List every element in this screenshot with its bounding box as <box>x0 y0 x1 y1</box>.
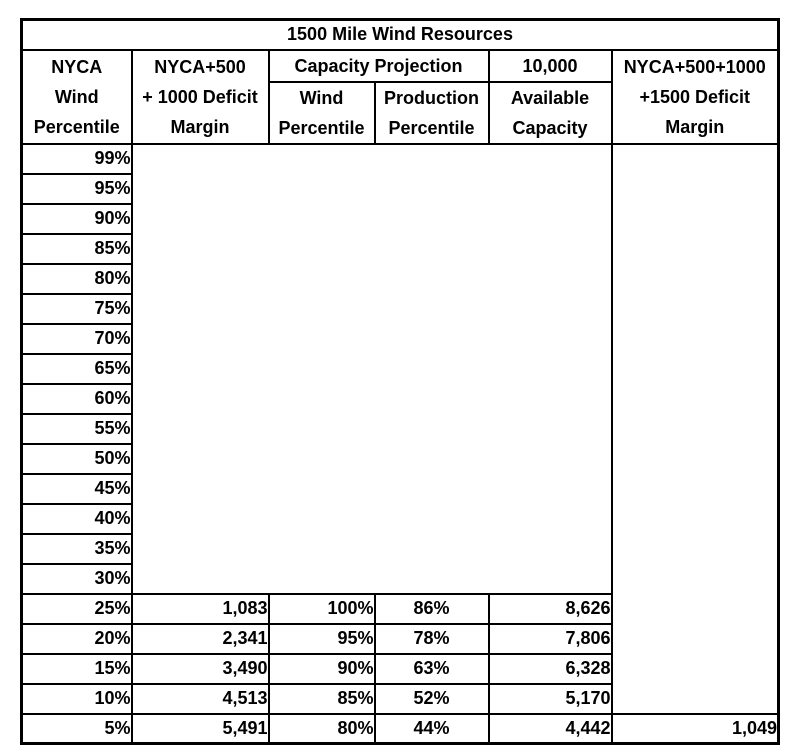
row-header-percentile: 65% <box>20 352 133 385</box>
header-nyca500-1000-1500-deficit-margin: NYCA+500+1000 +1500 Deficit Margin <box>610 48 780 145</box>
cell-wind-percentile: 90% <box>267 652 376 685</box>
table-body: 99% 95% 90% 85% 80% 75% 70% 65% 60% 55% 50% 45% 40% 3… <box>20 142 780 745</box>
row-header-percentile: 20% <box>20 622 133 655</box>
header-line: + 1000 Deficit <box>142 86 258 107</box>
header-line: NYCA+500+1000 <box>623 56 766 77</box>
header-line: Percentile <box>388 117 475 138</box>
cell-deficit-margin: 4,513 <box>130 682 270 715</box>
row-header-percentile: 40% <box>20 502 133 535</box>
cell-deficit-margin: 3,490 <box>130 652 270 685</box>
table-row: 90% <box>20 202 779 235</box>
cell-available-capacity: 8,626 <box>487 592 613 625</box>
table-row: 60% <box>20 382 779 415</box>
table-row: 30% <box>20 562 779 595</box>
row-header-percentile: 55% <box>20 412 133 445</box>
header-available-capacity-value: 10,000 <box>487 48 613 83</box>
table-row: 80% <box>20 262 779 295</box>
header-production-percentile: Production Percentile <box>373 80 490 145</box>
header-line: Capacity Projection <box>294 55 463 76</box>
table-row: 50% <box>20 442 779 475</box>
table-row: 40% <box>20 502 779 535</box>
header-line: Wind <box>54 86 99 107</box>
row-header-percentile: 99% <box>20 142 133 175</box>
header-line: Margin <box>170 116 230 137</box>
row-header-percentile: 30% <box>20 562 133 595</box>
cell-production-percentile: 78% <box>373 622 490 655</box>
row-header-percentile: 25% <box>20 592 133 625</box>
row-header-percentile: 85% <box>20 232 133 265</box>
table-row: 65% <box>20 352 779 385</box>
table-title-row: 1500 Mile Wind Resources <box>20 18 780 51</box>
row-header-percentile: 35% <box>20 532 133 565</box>
header-available-capacity: Available Capacity <box>487 80 613 145</box>
header-row-1: NYCA Wind Percentile NYCA+500 + 1000 Def… <box>20 48 780 145</box>
cell-production-percentile: 86% <box>373 592 490 625</box>
row-header-percentile: 80% <box>20 262 133 295</box>
table-header: 1500 Mile Wind Resources NYCA Wind Perce… <box>20 18 780 145</box>
header-line: NYCA+500 <box>154 56 246 77</box>
cell-wind-percentile: 85% <box>267 682 376 715</box>
row-header-percentile: 75% <box>20 292 133 325</box>
header-row-2: Wind Percentile Production Percentile Av… <box>22 80 779 145</box>
cell-deficit-margin: 2,341 <box>130 622 270 655</box>
header-nyca-wind-percentile: NYCA Wind Percentile <box>20 48 133 145</box>
table-row: 20% 2,341 95% 78% 7,806 <box>20 622 779 655</box>
row-header-percentile: 45% <box>20 472 133 505</box>
cell-available-capacity: 4,442 <box>487 712 613 745</box>
cell-production-percentile: 63% <box>373 652 490 685</box>
table-row: 55% <box>20 412 779 445</box>
cell-wind-percentile: 95% <box>267 622 376 655</box>
cell-production-percentile: 44% <box>373 712 490 745</box>
header-line: Percentile <box>278 117 365 138</box>
cell-available-capacity: 5,170 <box>487 682 613 715</box>
empty-region-main <box>130 142 613 595</box>
table-row: 70% <box>20 322 779 355</box>
header-line: Capacity <box>512 117 588 138</box>
table-row: 5% 5,491 80% 44% 4,442 1,049 <box>20 712 780 745</box>
header-line: 10,000 <box>522 55 578 76</box>
cell-deficit-margin-1500: 1,049 <box>610 712 780 745</box>
header-line: Available <box>510 87 590 108</box>
cell-available-capacity: 7,806 <box>487 622 613 655</box>
row-header-percentile: 95% <box>20 172 133 205</box>
header-line: Margin <box>665 116 725 137</box>
cell-available-capacity: 6,328 <box>487 652 613 685</box>
row-header-percentile: 10% <box>20 682 133 715</box>
table-row: 10% 4,513 85% 52% 5,170 <box>20 682 779 715</box>
header-capacity-projection: Capacity Projection <box>267 48 490 83</box>
row-header-percentile: 5% <box>20 712 133 745</box>
header-wind-percentile: Wind Percentile <box>267 80 376 145</box>
row-header-percentile: 90% <box>20 202 133 235</box>
header-line: NYCA <box>51 56 103 77</box>
row-header-percentile: 60% <box>20 382 133 415</box>
cell-production-percentile: 52% <box>373 682 490 715</box>
header-line: Percentile <box>33 116 120 137</box>
header-line: Production <box>384 87 479 108</box>
table-title: 1500 Mile Wind Resources <box>20 18 780 51</box>
cell-wind-percentile: 80% <box>267 712 376 745</box>
table-row: 45% <box>20 472 779 505</box>
header-nyca500-1000-deficit-margin: NYCA+500 + 1000 Deficit Margin <box>130 48 270 145</box>
row-header-percentile: 50% <box>20 442 133 475</box>
cell-deficit-margin: 1,083 <box>130 592 270 625</box>
empty-region-last-column <box>610 142 780 715</box>
table-row: 75% <box>20 292 779 325</box>
table-row: 85% <box>20 232 779 265</box>
header-line: +1500 Deficit <box>639 86 751 107</box>
cell-deficit-margin: 5,491 <box>130 712 270 745</box>
table-row: 15% 3,490 90% 63% 6,328 <box>20 652 779 685</box>
table-row: 99% <box>20 142 780 715</box>
header-line: Wind <box>299 87 344 108</box>
table-row: 35% <box>20 532 779 565</box>
row-header-percentile: 15% <box>20 652 133 685</box>
table-row: 95% <box>20 172 779 205</box>
table-row: 25% 1,083 100% 86% 8,626 <box>20 592 779 625</box>
cell-wind-percentile: 100% <box>267 592 376 625</box>
row-header-percentile: 70% <box>20 322 133 355</box>
wind-resources-table: 1500 Mile Wind Resources NYCA Wind Perce… <box>20 18 780 745</box>
